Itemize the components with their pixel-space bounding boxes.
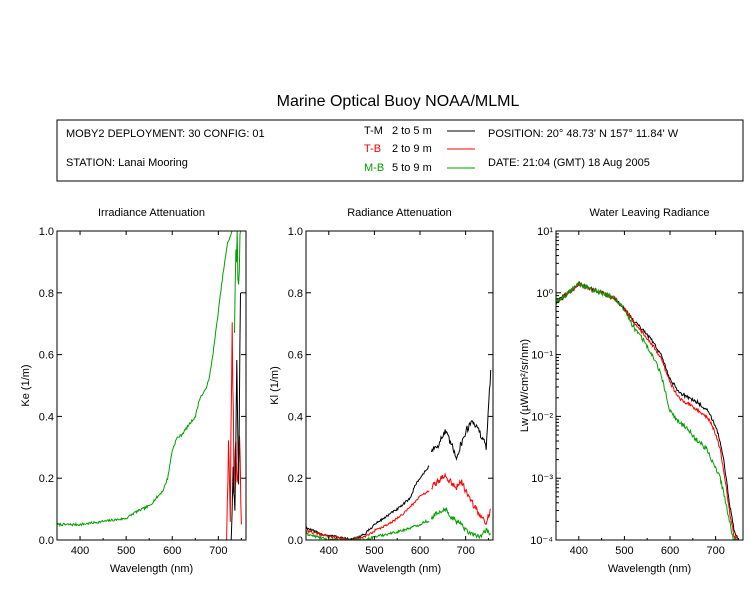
x-tick-label: 700 (706, 545, 724, 557)
series-line-2 (556, 280, 739, 540)
series-line-3 (230, 292, 241, 540)
y-tick-label: 10⁻¹ (531, 350, 553, 362)
x-tick-label: 600 (661, 545, 679, 557)
y-tick-label: 10⁻² (531, 411, 553, 423)
legend-range-0: 2 to 5 m (392, 125, 432, 137)
x-tick-label: 500 (615, 545, 633, 557)
x-tick-label: 400 (320, 545, 338, 557)
info-box: MOBY2 DEPLOYMENT: 30 CONFIG: 01 STATION:… (56, 119, 744, 182)
plot-frame (56, 230, 247, 541)
x-tick-label: 700 (456, 545, 474, 557)
y-tick-label: 0.0 (288, 535, 303, 547)
panel-title: Irradiance Attenuation (98, 207, 205, 219)
x-tick-label: 600 (163, 545, 181, 557)
x-tick-label: 400 (71, 545, 89, 557)
y-tick-label: 0.2 (39, 473, 54, 485)
deployment-text: MOBY2 DEPLOYMENT: 30 CONFIG: 01 (66, 128, 265, 140)
x-tick-label: 600 (411, 545, 429, 557)
series-line-0 (556, 280, 739, 540)
y-tick-label: 0.6 (288, 350, 303, 362)
panel-irradiance-attenuation: Irradiance Attenuation 400 500 600 700 0.0 0.2… (20, 207, 247, 575)
x-axis-label: Wavelength (nm) (358, 563, 441, 575)
station-text: STATION: Lanai Mooring (66, 157, 188, 169)
y-tick-label: 0.4 (288, 411, 303, 423)
plot-frame (555, 230, 744, 541)
legend-key-1: T-B (364, 143, 381, 155)
legend-range-1: 2 to 9 m (392, 143, 432, 155)
y-tick-label: 10⁻⁴ (530, 535, 553, 547)
x-axis-label: Wavelength (nm) (110, 563, 193, 575)
legend-range-2: 5 to 9 m (392, 162, 432, 174)
series-line-0 (57, 231, 233, 528)
x-axis-label: Wavelength (nm) (608, 563, 691, 575)
y-tick-label: 0.6 (39, 350, 54, 362)
y-tick-label: 0.8 (288, 288, 303, 300)
y-tick-label: 0.2 (288, 473, 303, 485)
y-axis-label: Lw (µW/cm²/sr/nm) (519, 339, 531, 432)
legend: T-M 2 to 5 m T-B 2 to 9 m M-B 5 to 9 m (364, 125, 475, 174)
y-tick-label: 10⁰ (536, 288, 553, 300)
series-group (556, 280, 739, 540)
legend-key-2: M-B (364, 162, 384, 174)
y-tick-label: 10⁻³ (531, 473, 553, 485)
series-group (306, 369, 492, 540)
y-tick-label: 1.0 (288, 226, 303, 238)
series-line-2 (306, 490, 430, 540)
panel-title: Radiance Attenuation (347, 207, 452, 219)
x-tick-label: 700 (209, 545, 227, 557)
series-line-5 (430, 506, 491, 540)
y-axis-label: Ke (1/m) (20, 364, 32, 406)
y-tick-label: 0.4 (39, 411, 54, 423)
y-tick-label: 10¹ (537, 226, 553, 238)
date-text: DATE: 21:04 (GMT) 18 Aug 2005 (488, 157, 650, 169)
info-box-frame (56, 119, 744, 182)
y-tick-label: 0.0 (39, 535, 54, 547)
x-tick-label: 500 (117, 545, 135, 557)
position-text: POSITION: 20° 48.73' N 157° 11.84' W (488, 128, 679, 140)
panel-title: Water Leaving Radiance (589, 207, 709, 219)
series-line-1 (430, 369, 492, 462)
panel-water-leaving-radiance: Water Leaving Radiance 400 500 600 700 10⁻⁴ 10… (519, 207, 744, 575)
panel-radiance-attenuation: Radiance Attenuation 400 500 600 700 0.0 0.2 0.… (269, 207, 494, 575)
y-tick-label: 1.0 (39, 226, 54, 238)
series-line-3 (431, 472, 491, 525)
legend-key-0: T-M (364, 125, 383, 137)
series-group (57, 231, 242, 540)
series-line-1 (234, 231, 242, 333)
series-line-1 (556, 282, 739, 540)
y-tick-label: 0.8 (39, 288, 54, 300)
figure-title: Marine Optical Buoy NOAA/MLML (277, 93, 520, 110)
x-tick-label: 400 (570, 545, 588, 557)
y-axis-label: Kl (1/m) (269, 366, 281, 405)
x-tick-label: 500 (365, 545, 383, 557)
plot-frame (305, 230, 494, 541)
